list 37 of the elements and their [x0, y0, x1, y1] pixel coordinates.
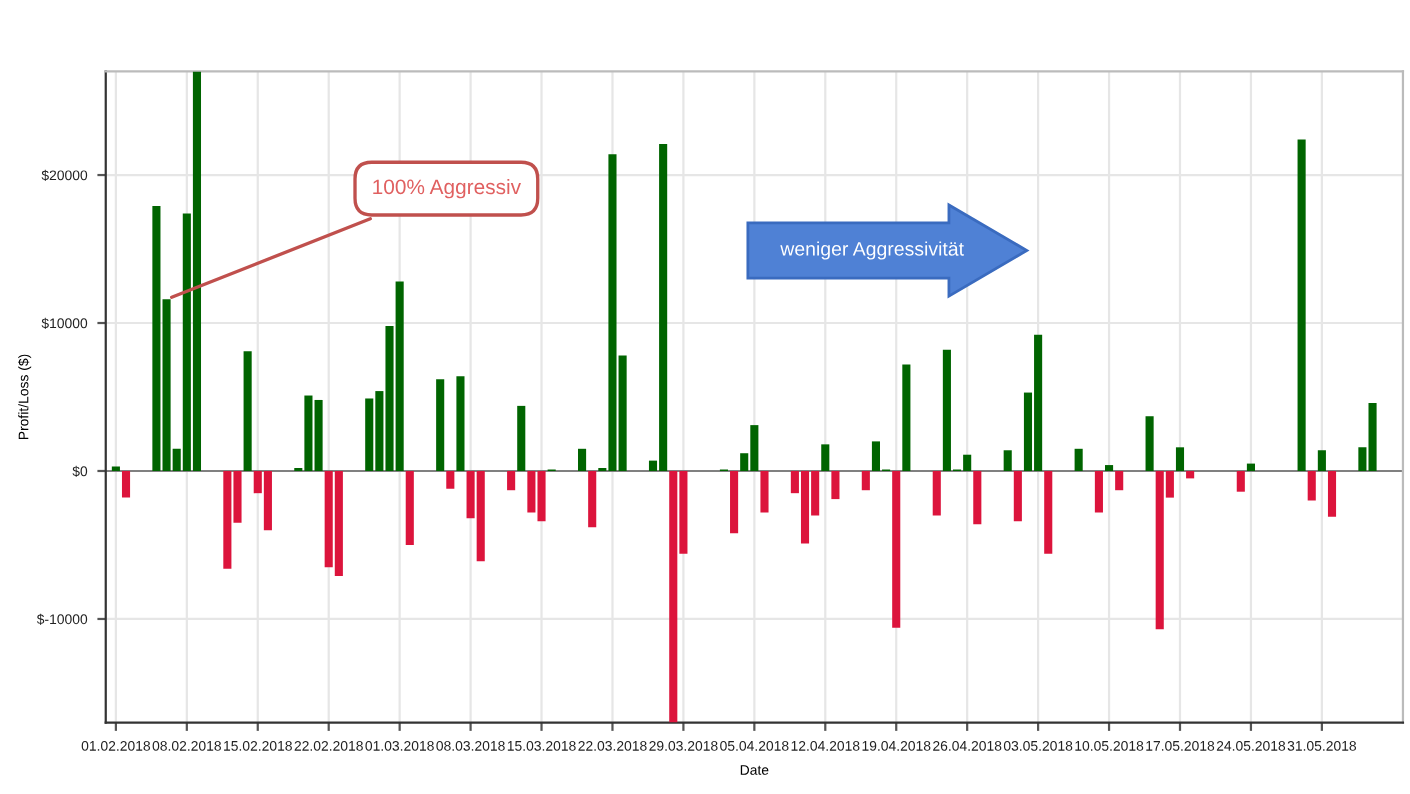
bar — [831, 470, 840, 500]
bar — [1044, 470, 1053, 554]
bar — [973, 470, 982, 525]
bar — [446, 470, 455, 489]
bar — [760, 470, 769, 513]
bar — [405, 470, 414, 545]
bar — [730, 470, 739, 534]
bar — [243, 351, 252, 471]
bar — [588, 470, 597, 528]
bar — [1327, 470, 1337, 517]
annotation: weniger Aggressivität — [780, 241, 964, 260]
bar — [1246, 463, 1255, 471]
bar — [1105, 465, 1114, 471]
bar — [436, 379, 445, 471]
bar — [1297, 139, 1306, 471]
annotation: 100% Aggressiv — [373, 178, 521, 199]
bar — [517, 405, 526, 471]
bar — [121, 470, 131, 498]
bar — [1115, 470, 1124, 491]
bar — [1003, 450, 1012, 471]
bar — [1236, 470, 1245, 492]
bar — [507, 470, 516, 491]
bar — [902, 364, 911, 471]
bar — [1307, 470, 1316, 501]
bar — [861, 470, 870, 491]
bar — [932, 470, 941, 516]
bar — [1145, 416, 1154, 471]
bar — [1175, 447, 1185, 471]
bar — [821, 444, 830, 471]
bar — [456, 376, 465, 471]
bar — [1074, 448, 1083, 471]
bar — [1317, 450, 1326, 471]
bar — [578, 448, 587, 471]
bar — [1094, 470, 1103, 513]
bar — [1186, 470, 1195, 479]
bar — [892, 470, 901, 628]
bar — [1013, 470, 1022, 522]
